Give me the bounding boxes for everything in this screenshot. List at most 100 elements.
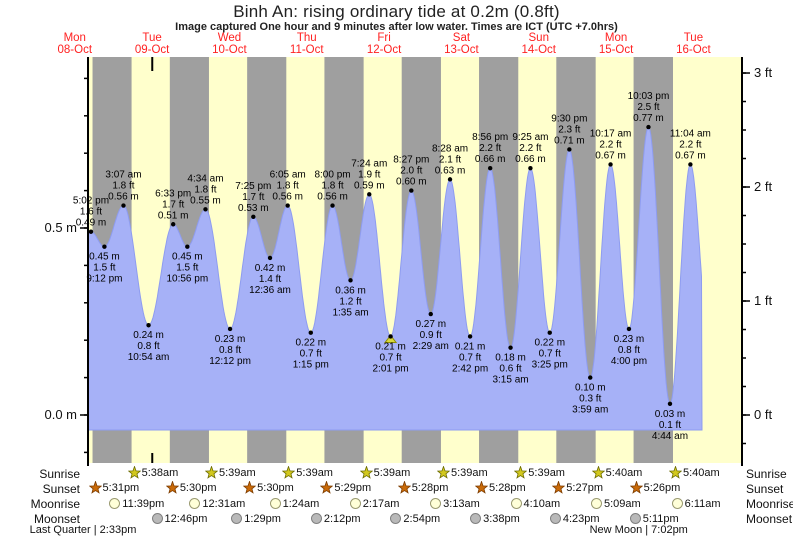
moonset-event: 5:11pm [629,512,679,525]
sunrise-star-icon [436,466,450,479]
sunrise-event: 5:39am [436,466,488,479]
moonset-time: 3:38pm [483,512,520,525]
sunrise-time: 5:39am [218,466,256,479]
sunrise-time: 5:39am [373,466,411,479]
tide-point-label: 0.23 m [614,334,645,345]
moonrise-row-label-right: Moonrise [746,497,793,511]
tide-point-label: 0.59 m [354,180,385,191]
sunset-event: 5:26pm [629,481,680,494]
tide-point-dot [467,334,473,339]
tide-point-dot [547,330,552,335]
tide-point-label: 6:05 am [270,170,306,181]
sunrise-time: 5:39am [296,466,333,479]
sunrise-star-icon [204,466,218,479]
sunset-star-icon [165,481,179,494]
tide-point-label: 1.5 ft [93,263,115,274]
tide-point-label: 0.18 m [495,353,526,364]
tide-point-label: 0.56 m [272,192,303,203]
tide-point-label: 1.7 ft [162,199,184,210]
tide-point-label: 0.67 m [595,150,626,161]
tide-point-dot [388,334,393,339]
tide-point-label: 1.7 ft [242,192,264,203]
sunset-time: 5:31pm [102,481,140,494]
sunrise-time: 5:39am [528,466,565,479]
chart-subtitle: Image captured One hour and 9 minutes af… [175,21,618,33]
tide-point-label: 10:17 am [590,128,632,139]
sunrise-event: 5:39am [282,466,333,479]
tide-point-label: 0.22 m [534,338,565,349]
tide-point-label: 2.1 ft [439,154,461,165]
tide-point-label: 0.55 m [190,195,221,206]
tide-point-dot [251,214,256,219]
tide-point-label: 2.3 ft [558,124,580,135]
moonset-circle-icon [390,513,402,524]
tide-point-label: 0.60 m [396,177,427,188]
tide-point-label: 0.42 m [255,263,286,274]
tide-point-label: 0.77 m [633,113,664,124]
moonrise-time: 1:24am [282,497,320,510]
sunrise-star-icon [359,466,373,479]
tide-point-label: 1.2 ft [339,296,361,307]
moonset-event: 1:29pm [230,512,281,525]
sunrise-time: 5:39am [450,466,488,479]
tide-point-dot [102,244,107,249]
day-label-date: 10-Oct [212,44,247,56]
moonrise-circle-icon [671,498,683,509]
tide-point-label: 2.2 ft [479,143,501,154]
tide-point-label: 0.10 m [575,383,606,394]
tide-point-label: 0.51 m [158,210,189,221]
moonrise-circle-icon [269,498,281,509]
tide-point-label: 0.45 m [172,252,203,263]
moonrise-event: 3:13am [429,497,480,510]
day-label-date: 11-Oct [290,44,324,56]
moonset-event: 3:38pm [469,512,520,525]
sunset-time: 5:28pm [489,481,526,494]
tide-point-label: 10:54 am [128,352,170,363]
day-label-weekday: Fri [377,32,390,44]
tide-point-label: 0.9 ft [420,330,442,341]
sunrise-row-label-left: Sunrise [39,467,80,481]
moonset-event: 12:46pm [151,512,207,525]
moon-phase-label: New Moon | 7:02pm [589,524,688,536]
tide-point-label: 1.9 ft [358,169,380,180]
tide-point-dot [688,162,693,167]
day-label-date: 16-Oct [676,44,711,56]
tide-point-label: 0.8 ft [618,345,640,356]
moonset-event: 2:54pm [389,512,440,525]
sunrise-star-icon [282,466,296,479]
moonrise-row-label-left: Moonrise [30,497,80,511]
tide-point-dot [667,401,673,406]
day-label-date: 13-Oct [444,44,479,56]
tide-point-label: 1.8 ft [321,181,343,192]
tide-point-dot [428,311,433,317]
chart-title: Binh An: rising ordinary tide at 0.2m (0… [233,2,560,21]
day-label-date: 09-Oct [135,44,170,56]
sunrise-star-icon [127,466,141,479]
sunrise-event: 5:39am [204,466,256,479]
moon-phase-label: Last Quarter | 2:33pm [29,524,137,536]
sunset-time: 5:30pm [179,481,217,494]
sunset-event: 5:30pm [165,481,217,494]
sunset-event: 5:29pm [320,481,371,494]
tide-point-label: 9:12 pm [86,274,122,285]
tide-point-label: 1.8 ft [112,181,134,192]
right-axis-label: 0 ft [754,407,772,422]
sunset-star-icon [88,481,102,494]
tide-point-label: 0.53 m [238,203,269,214]
moonset-circle-icon [470,513,482,524]
tide-point-label: 8:28 am [432,143,468,154]
tide-point-dot [528,165,533,171]
tide-point-label: 3:15 am [492,375,528,386]
tide-point-label: 8:00 pm [314,170,350,181]
tide-point-label: 2.2 ft [519,143,541,154]
tide-point-label: 12:36 am [249,285,291,296]
left-axis-label: 0.5 m [44,220,77,235]
sunrise-star-icon [591,466,605,479]
moonrise-event: 5:09am [590,497,641,510]
tide-point-dot [185,244,190,249]
sunrise-time: 5:38am [141,466,179,479]
left-axis-label: 0.0 m [44,407,77,422]
sunset-star-icon [320,481,334,494]
moonrise-event: 6:11am [671,497,721,510]
